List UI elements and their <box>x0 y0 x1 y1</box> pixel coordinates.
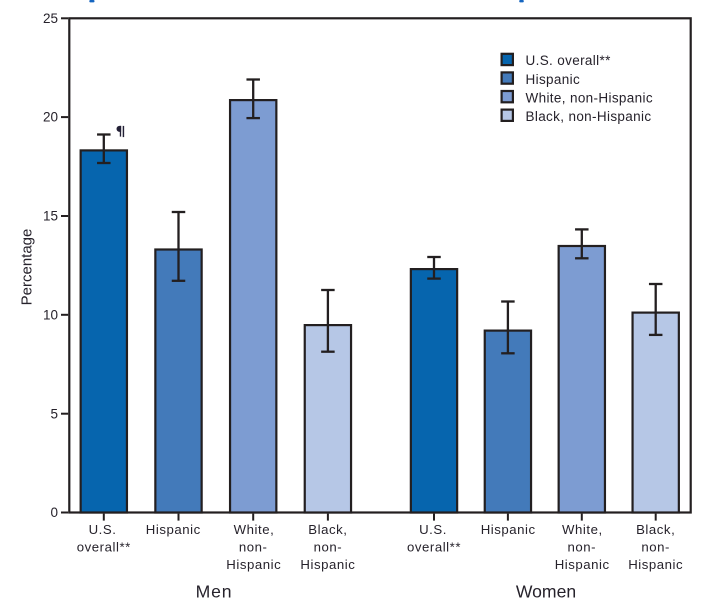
svg-text:Hispanic: Hispanic <box>226 557 281 572</box>
svg-text:non-: non- <box>314 540 343 555</box>
svg-text:White, non-Hispanic: White, non-Hispanic <box>526 90 653 105</box>
svg-text:overall**: overall** <box>407 540 461 555</box>
svg-text:Percentage: Percentage <box>19 229 36 306</box>
svg-text:Hispanic: Hispanic <box>481 522 536 537</box>
svg-text:5: 5 <box>50 406 58 421</box>
svg-text:White,: White, <box>562 522 603 537</box>
svg-text:Women: Women <box>516 582 576 602</box>
svg-text:Men: Men <box>196 582 233 602</box>
svg-text:non-: non- <box>567 540 596 555</box>
svg-text:non-: non- <box>239 540 268 555</box>
svg-text:non-: non- <box>641 540 670 555</box>
svg-text:15: 15 <box>43 209 58 224</box>
svg-text:Hispanic: Hispanic <box>555 557 610 572</box>
svg-text:overall**: overall** <box>77 540 131 555</box>
svg-text:10: 10 <box>43 307 58 322</box>
svg-text:White,: White, <box>234 522 275 537</box>
svg-text:25: 25 <box>43 11 58 26</box>
svg-text:U.S.: U.S. <box>89 522 117 537</box>
svg-text:Black, non-Hispanic: Black, non-Hispanic <box>526 109 652 124</box>
svg-text:Hispanic: Hispanic <box>526 72 581 87</box>
svg-text:Hispanic: Hispanic <box>300 557 355 572</box>
svg-text:0: 0 <box>50 505 58 520</box>
svg-text:Black,: Black, <box>308 522 347 537</box>
svg-text:U.S.: U.S. <box>419 522 447 537</box>
svg-text:Hispanic: Hispanic <box>628 557 683 572</box>
svg-text:Black,: Black, <box>636 522 675 537</box>
svg-text:Hispanic: Hispanic <box>146 522 201 537</box>
svg-text:U.S. overall**: U.S. overall** <box>526 53 612 68</box>
svg-text:20: 20 <box>43 110 58 125</box>
